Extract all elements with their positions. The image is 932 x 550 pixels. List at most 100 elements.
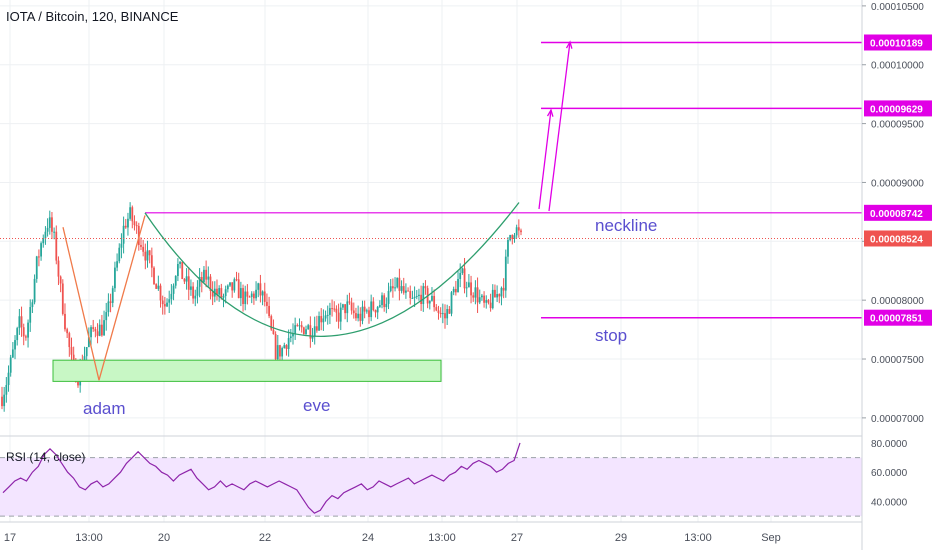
- candle-body: [396, 277, 399, 288]
- time-tick-label: 27: [511, 532, 523, 544]
- candle-body: [439, 312, 442, 314]
- candle-body: [329, 308, 331, 315]
- price-tick-label: 0.00007500: [871, 355, 924, 366]
- candle-body: [140, 244, 142, 247]
- rsi-indicator-label[interactable]: RSI (14, close): [6, 450, 86, 464]
- candle-body: [389, 286, 392, 292]
- candle-body: [333, 308, 336, 310]
- candle-body: [305, 329, 307, 335]
- candle-body: [470, 282, 472, 296]
- candle-body: [40, 243, 42, 257]
- candle-body: [90, 327, 92, 338]
- candle-body: [348, 301, 351, 303]
- candle-body: [409, 291, 412, 299]
- time-tick-label: 24: [362, 532, 374, 544]
- price-tick-label: 0.00010000: [871, 61, 924, 72]
- candle-body: [370, 301, 373, 318]
- candle-body: [116, 261, 118, 268]
- candle-body: [520, 230, 522, 233]
- candle-body: [437, 310, 440, 313]
- candle-body: [276, 345, 279, 360]
- candle-body: [192, 286, 194, 299]
- candle-body: [335, 308, 338, 313]
- price-tag-last-price: [864, 230, 932, 247]
- candle-body: [315, 326, 318, 331]
- candle-body: [218, 288, 221, 295]
- eve-label: eve: [303, 396, 331, 415]
- candle-body: [231, 282, 234, 291]
- price-tag-label: 0.00007851: [870, 314, 923, 325]
- candle-body: [422, 286, 425, 305]
- candle-body: [131, 207, 134, 222]
- candle-body: [446, 309, 449, 319]
- candle-body: [239, 288, 242, 299]
- candle-body: [144, 251, 147, 261]
- candle-body: [511, 234, 514, 239]
- candle-body: [374, 310, 377, 313]
- candle-body: [272, 329, 275, 335]
- target1-arrow-head: [546, 108, 554, 117]
- time-tick-label: 13:00: [75, 532, 103, 544]
- candle-body: [270, 316, 273, 330]
- candle-body: [29, 307, 32, 323]
- candle-body: [387, 291, 390, 304]
- candle-body: [22, 327, 25, 337]
- candle-body: [142, 246, 145, 252]
- candle-body: [474, 287, 477, 298]
- time-tick-label: 17: [4, 532, 16, 544]
- price-tag-neckline: [864, 204, 932, 221]
- price-tag-label: 0.00008742: [870, 209, 923, 220]
- candle-body: [61, 283, 64, 314]
- candle-body: [326, 314, 329, 316]
- candle-body: [233, 279, 236, 291]
- candle-body: [98, 324, 101, 336]
- price-tag-label: 0.00009629: [870, 104, 923, 115]
- candle-body: [127, 218, 129, 228]
- candle-body: [1, 396, 3, 407]
- candle-body: [428, 300, 431, 304]
- candle-body: [307, 325, 310, 330]
- candle-body: [292, 333, 294, 337]
- candle-body: [257, 283, 260, 290]
- candle-body: [381, 295, 383, 306]
- time-tick-label: 20: [158, 532, 170, 544]
- price-tag-target-1: [864, 100, 932, 117]
- candle-body: [318, 316, 320, 331]
- candle-body: [346, 301, 349, 314]
- candle-body: [283, 345, 286, 349]
- candle-body: [59, 276, 62, 284]
- candle-body: [483, 295, 485, 303]
- adam-v-line: [62, 215, 146, 381]
- candle-body: [441, 313, 444, 315]
- candle-body: [148, 250, 151, 256]
- candle-body: [216, 288, 218, 295]
- candle-body: [203, 269, 205, 283]
- time-tick-label: Sep: [761, 532, 781, 544]
- candle-body: [322, 318, 325, 323]
- candle-body: [211, 290, 214, 297]
- candle-body: [105, 312, 108, 321]
- support-zone-box: [52, 359, 442, 382]
- price-tag-target-2: [864, 34, 932, 51]
- candle-body: [320, 316, 323, 323]
- candle-body: [248, 296, 251, 298]
- candle-body: [170, 293, 173, 300]
- price-tag-stop: [864, 309, 932, 326]
- candle-body: [376, 306, 379, 313]
- eve-cup-curve: [144, 202, 520, 337]
- candle-body: [135, 225, 138, 227]
- candle-body: [433, 295, 436, 308]
- time-tick-label: 13:00: [684, 532, 712, 544]
- candle-body: [44, 231, 47, 239]
- candle-body: [281, 348, 284, 357]
- candle-body: [159, 285, 162, 301]
- candle-body: [339, 307, 342, 322]
- candle-body: [224, 289, 227, 297]
- candle-body: [237, 279, 240, 299]
- candle-body: [452, 288, 455, 293]
- candle-body: [16, 328, 19, 341]
- candle-body: [242, 288, 244, 305]
- candle-body: [359, 313, 362, 321]
- candle-body: [517, 227, 520, 231]
